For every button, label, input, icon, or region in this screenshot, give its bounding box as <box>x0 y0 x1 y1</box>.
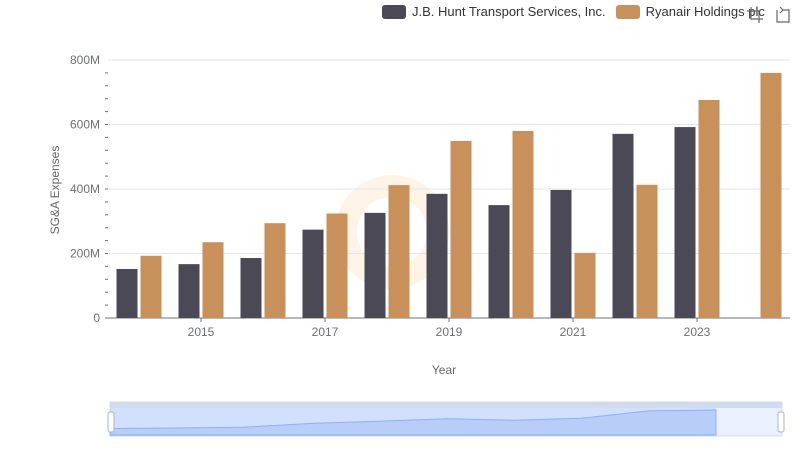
bars <box>116 72 782 319</box>
legend-swatch-ryanair <box>615 4 640 19</box>
y-tick-label: 400M <box>70 182 100 196</box>
zoom-icon[interactable] <box>746 6 764 24</box>
restore-icon[interactable] <box>774 6 792 24</box>
y-tick-label: 600M <box>70 118 100 132</box>
y-axis-title: SG&A Expenses <box>48 146 62 235</box>
x-axis-title: Year <box>432 363 456 377</box>
bar-jbhunt-2015 <box>178 264 200 318</box>
bar-ryanair-2017 <box>326 213 348 318</box>
bar-jbhunt-2019 <box>426 193 448 318</box>
legend-item-ryanair[interactable]: Ryanair Holdings plc <box>615 4 765 19</box>
bar-ryanair-2014 <box>140 255 162 318</box>
x-tick-label: 2017 <box>312 325 339 339</box>
slider-selection[interactable] <box>110 408 716 436</box>
bar-ryanair-2024 <box>760 72 782 319</box>
bar-ryanair-2023 <box>698 99 720 319</box>
x-tick-label: 2019 <box>436 325 463 339</box>
bar-ryanair-2019 <box>450 140 472 318</box>
bar-ryanair-2016 <box>264 223 286 318</box>
y-axis: 0 200M 400M 600M 800M <box>70 53 108 325</box>
legend-swatch-jbhunt <box>382 4 406 19</box>
bar-jbhunt-2017 <box>302 229 324 318</box>
bar-jbhunt-2018 <box>364 212 386 318</box>
bar-jbhunt-2016 <box>240 258 262 318</box>
bar-ryanair-2021 <box>574 252 596 318</box>
legend-item-jbhunt[interactable]: J.B. Hunt Transport Services, Inc. <box>382 4 606 19</box>
bar-ryanair-2018 <box>388 185 410 318</box>
slider-top-bar[interactable] <box>110 402 782 408</box>
y-tick-label: 800M <box>70 53 100 67</box>
slider-handle-left[interactable] <box>107 411 115 433</box>
y-tick-label: 200M <box>70 247 100 261</box>
bar-ryanair-2015 <box>202 242 224 318</box>
x-axis: 2015 2017 2019 2021 2023 <box>108 317 790 339</box>
bar-ryanair-2022 <box>636 184 658 318</box>
data-zoom-slider[interactable] <box>107 401 785 437</box>
legend-label-ryanair: Ryanair Holdings plc <box>645 4 765 19</box>
bar-jbhunt-2021 <box>550 189 572 318</box>
x-tick-label: 2023 <box>684 325 711 339</box>
y-tick-label: 0 <box>93 311 100 325</box>
bar-jbhunt-2023 <box>674 127 696 318</box>
legend: J.B. Hunt Transport Services, Inc. Ryana… <box>382 4 765 19</box>
slider-handle-right[interactable] <box>777 411 785 433</box>
x-tick-label: 2015 <box>188 325 215 339</box>
legend-label-jbhunt: J.B. Hunt Transport Services, Inc. <box>412 4 606 19</box>
bar-jbhunt-2022 <box>612 133 634 318</box>
bar-jbhunt-2014 <box>116 268 138 318</box>
toolbox <box>746 6 792 24</box>
slider-preview-area <box>109 409 717 436</box>
bar-jbhunt-2020 <box>488 205 510 318</box>
bar-ryanair-2020 <box>512 130 534 318</box>
x-tick-label: 2021 <box>560 325 587 339</box>
